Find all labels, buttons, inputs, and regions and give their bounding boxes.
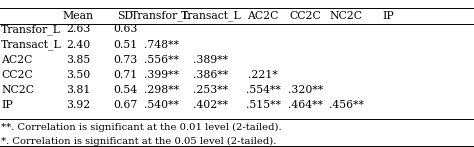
Text: 2.63: 2.63: [66, 24, 91, 34]
Text: 3.50: 3.50: [66, 70, 91, 80]
Text: *. Correlation is significant at the 0.05 level (2-tailed).: *. Correlation is significant at the 0.0…: [1, 137, 276, 146]
Text: Mean: Mean: [63, 11, 94, 21]
Text: .556**: .556**: [144, 55, 179, 65]
Text: .389**: .389**: [193, 55, 228, 65]
Text: .386**: .386**: [193, 70, 228, 80]
Text: .298**: .298**: [144, 85, 179, 95]
Text: 0.54: 0.54: [114, 85, 137, 95]
Text: 3.81: 3.81: [66, 85, 91, 95]
Text: 0.73: 0.73: [113, 55, 138, 65]
Text: AC2C: AC2C: [247, 11, 279, 21]
Text: .320**: .320**: [288, 85, 323, 95]
Text: .554**: .554**: [246, 85, 281, 95]
Text: 0.71: 0.71: [113, 70, 138, 80]
Text: .464**: .464**: [288, 100, 323, 110]
Text: AC2C: AC2C: [1, 55, 32, 65]
Text: 2.40: 2.40: [66, 40, 91, 50]
Text: Transact_L: Transact_L: [1, 39, 62, 50]
Text: Transfor_L: Transfor_L: [131, 10, 191, 21]
Text: CC2C: CC2C: [1, 70, 33, 80]
Text: Transact_L: Transact_L: [181, 10, 241, 21]
Text: 3.85: 3.85: [66, 55, 91, 65]
Text: .221*: .221*: [248, 70, 278, 80]
Text: 3.92: 3.92: [66, 100, 91, 110]
Text: .253**: .253**: [193, 85, 228, 95]
Text: CC2C: CC2C: [290, 11, 321, 21]
Text: **. Correlation is significant at the 0.01 level (2-tailed).: **. Correlation is significant at the 0.…: [1, 123, 282, 132]
Text: 0.63: 0.63: [113, 24, 138, 34]
Text: 0.51: 0.51: [113, 40, 138, 50]
Text: .402**: .402**: [193, 100, 228, 110]
Text: .748**: .748**: [144, 40, 179, 50]
Text: .515**: .515**: [246, 100, 281, 110]
Text: 0.67: 0.67: [113, 100, 138, 110]
Text: IP: IP: [383, 11, 394, 21]
Text: NC2C: NC2C: [1, 85, 34, 95]
Text: NC2C: NC2C: [329, 11, 363, 21]
Text: IP: IP: [1, 100, 13, 110]
Text: .399**: .399**: [144, 70, 179, 80]
Text: .456**: .456**: [328, 100, 364, 110]
Text: .540**: .540**: [144, 100, 179, 110]
Text: Transfor_L: Transfor_L: [1, 24, 61, 35]
Text: SD: SD: [118, 11, 134, 21]
